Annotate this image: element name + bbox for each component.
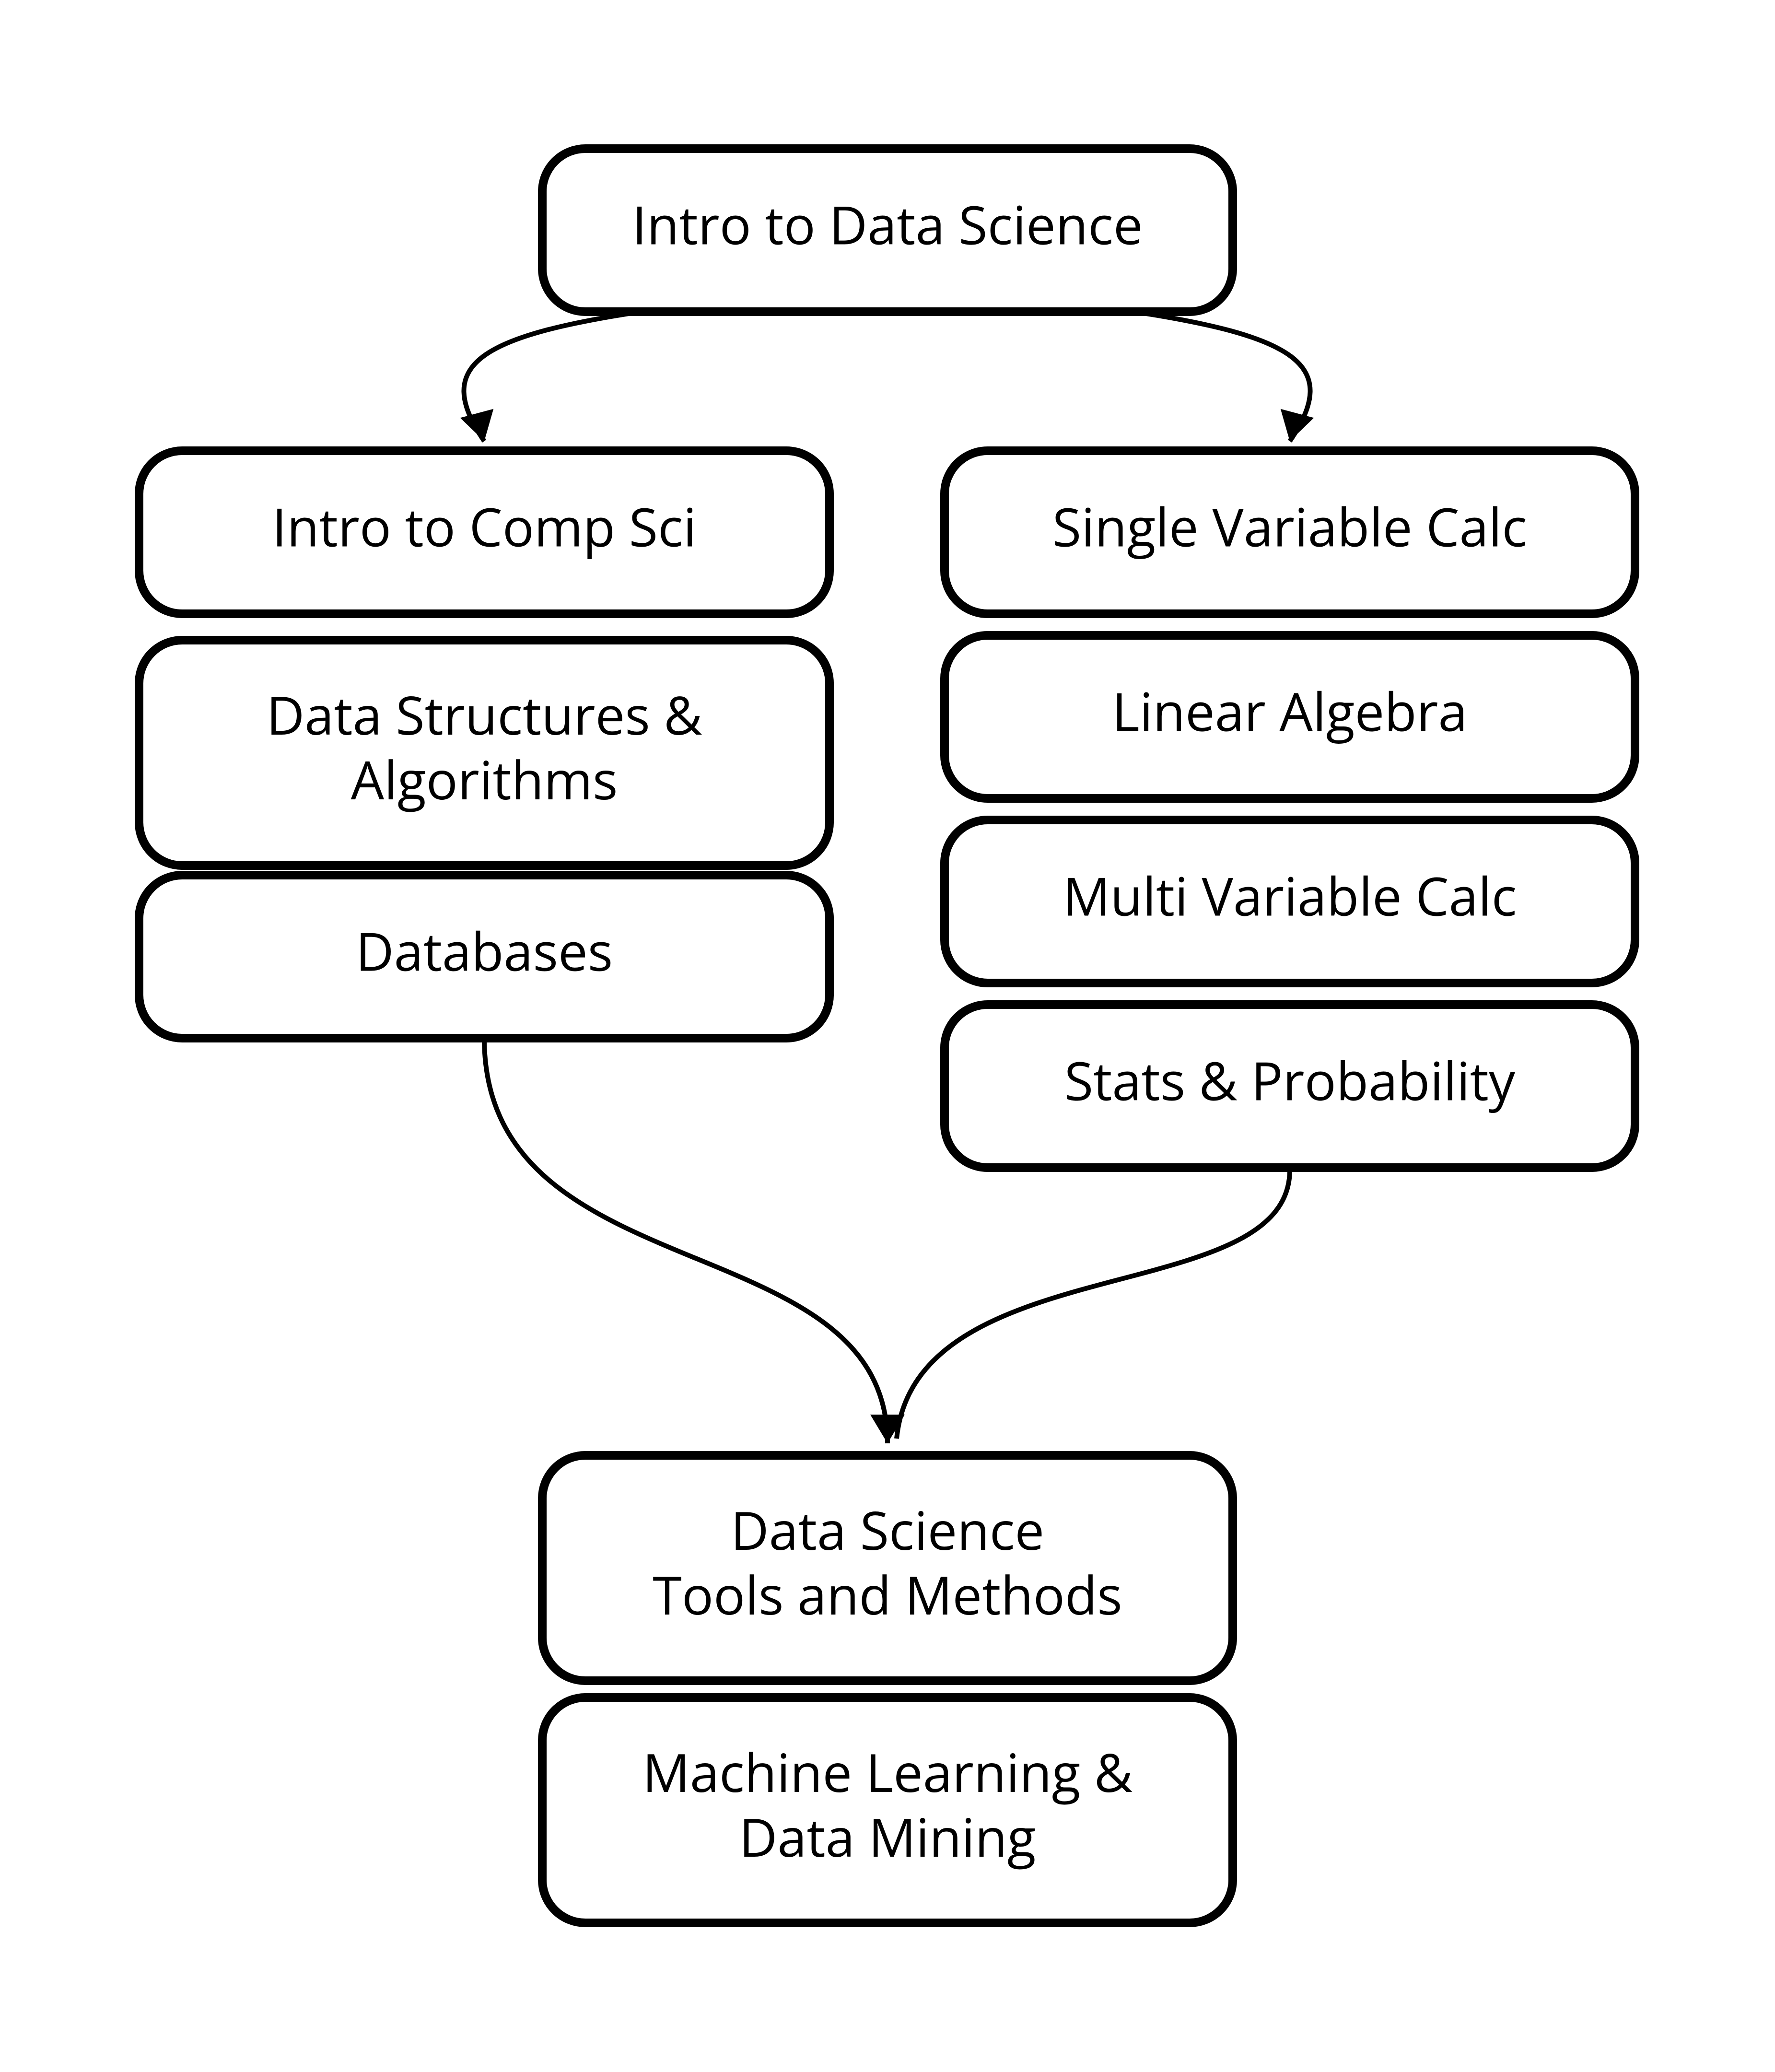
edge-arrow-e-intro-compsci [460, 409, 494, 441]
node-svc: Single Variable Calc [945, 451, 1635, 614]
edge-path-e-stats-tools [897, 1170, 1290, 1439]
edge-e-intro-compsci [460, 311, 647, 441]
node-db: Databases [139, 875, 829, 1038]
node-label-mvc: Multi Variable Calc [1063, 859, 1517, 931]
node-label-db: Databases [356, 914, 613, 986]
node-label-dsa-line1: Algorithms [351, 743, 618, 815]
flowchart-diagram: Intro to Data Science Intro to Comp Sci Da… [0, 0, 1775, 2072]
node-stats: Stats & Probability [945, 1005, 1635, 1168]
node-compsci: Intro to Comp Sci [139, 451, 829, 614]
edge-path-e-db-tools [484, 1038, 888, 1443]
node-label-compsci: Intro to Comp Sci [272, 490, 697, 562]
edge-arrow-e-intro-svc [1281, 409, 1314, 441]
node-label-svc: Single Variable Calc [1052, 490, 1527, 562]
node-intro: Intro to Data Science [542, 149, 1233, 312]
edge-path-e-intro-compsci [464, 311, 647, 441]
node-label-intro: Intro to Data Science [632, 188, 1143, 260]
node-label-dsa-line0: Data Structures & [266, 679, 702, 750]
node-label-stats: Stats & Probability [1064, 1044, 1516, 1116]
node-la: Linear Algebra [945, 635, 1635, 798]
node-tools: Data ScienceTools and Methods [542, 1455, 1233, 1681]
node-ml: Machine Learning &Data Mining [542, 1697, 1233, 1923]
node-label-tools-line0: Data Science [731, 1494, 1044, 1566]
node-label-ml-line1: Data Mining [739, 1801, 1036, 1873]
edge-e-stats-tools [897, 1170, 1290, 1439]
edge-e-db-tools [484, 1038, 905, 1443]
node-label-la: Linear Algebra [1112, 675, 1467, 747]
node-mvc: Multi Variable Calc [945, 820, 1635, 983]
node-label-tools-line1: Tools and Methods [653, 1558, 1122, 1630]
node-dsa: Data Structures &Algorithms [139, 640, 829, 866]
node-label-ml-line0: Machine Learning & [642, 1736, 1133, 1808]
nodes-layer: Intro to Data Science Intro to Comp Sci Da… [139, 149, 1635, 1923]
edge-path-e-intro-svc [1128, 311, 1310, 441]
edge-e-intro-svc [1128, 311, 1314, 441]
